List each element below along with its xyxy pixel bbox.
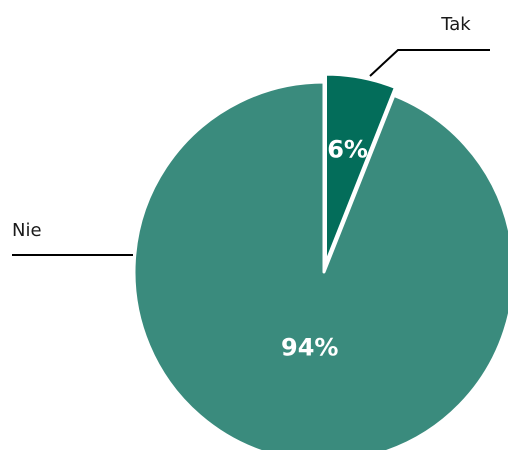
pie-value-label-nie: 94% [281,334,338,362]
pie-slice-tak [323,72,397,266]
pie-slice-nie [132,80,508,450]
pie-category-label-nie: Nie [12,220,42,241]
leader-line-tak [369,49,490,77]
pie-value-label-tak: 6% [327,135,368,163]
pie-category-label-tak: Tak [440,14,471,35]
